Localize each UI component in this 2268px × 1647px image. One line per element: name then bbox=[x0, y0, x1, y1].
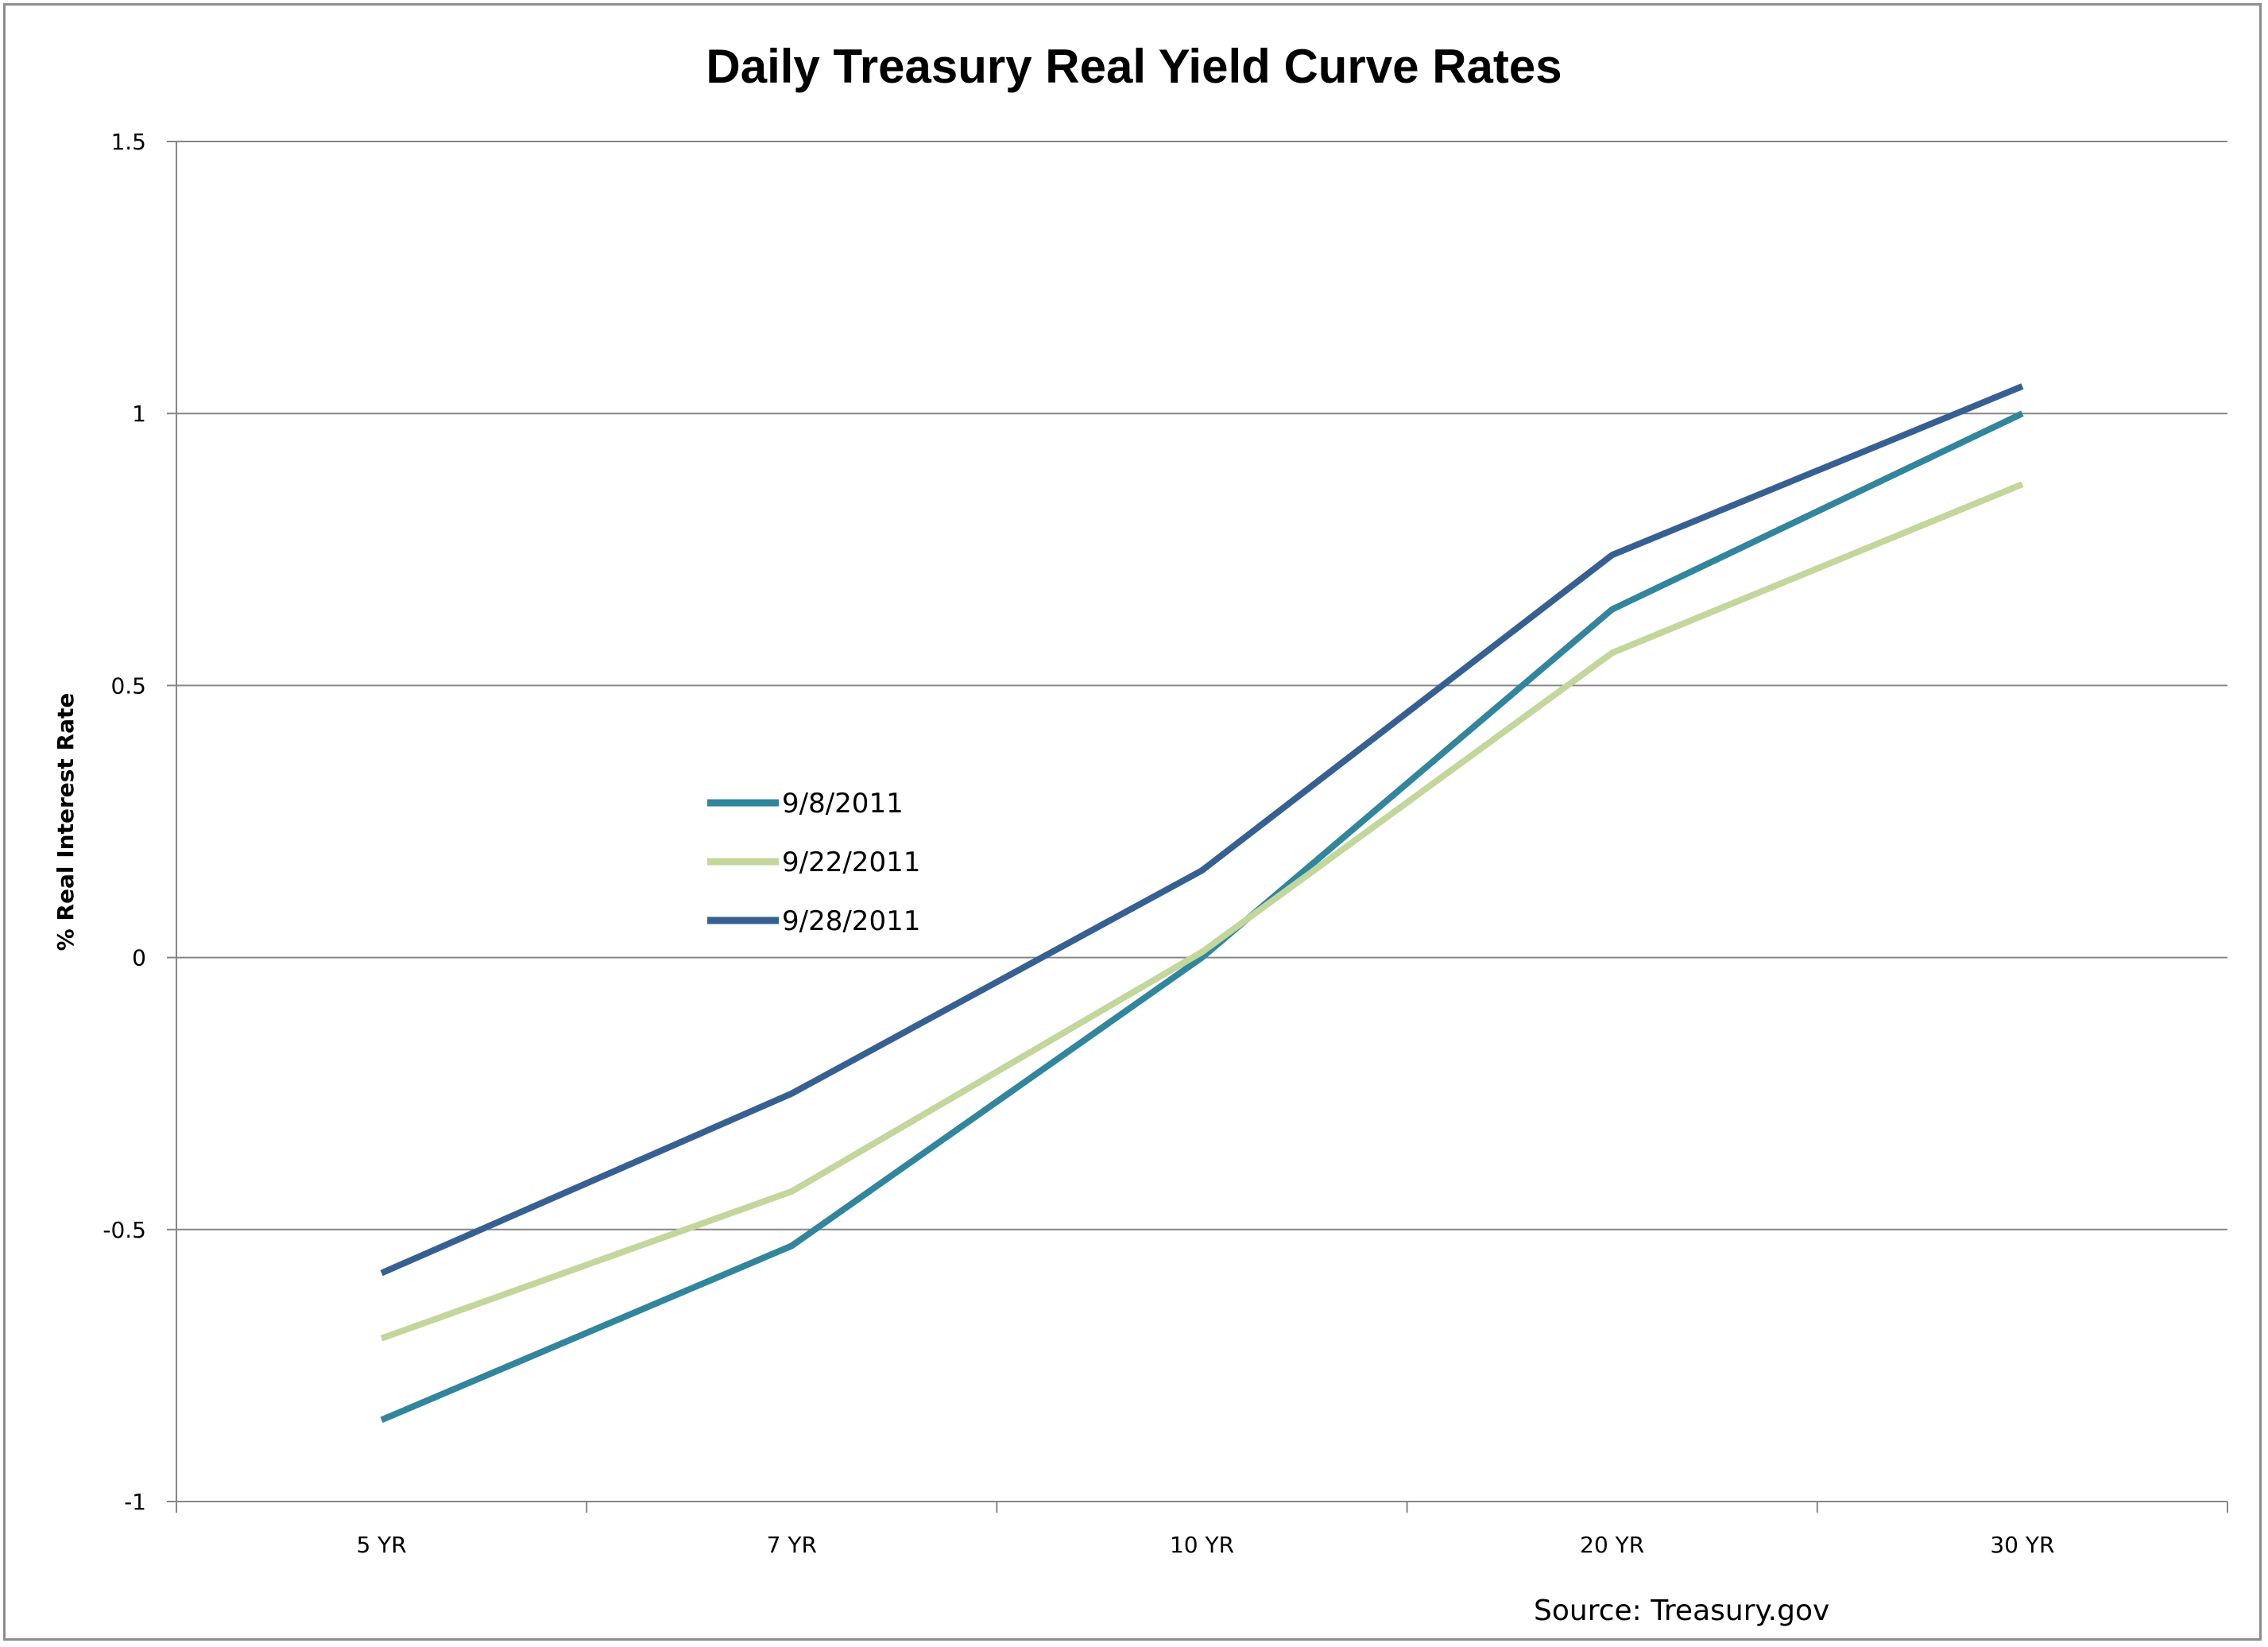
legend-label: 9/22/2011 bbox=[782, 847, 920, 878]
legend-label: 9/8/2011 bbox=[782, 788, 904, 820]
y-tick-label: 0 bbox=[132, 945, 146, 971]
source-annotation: Source: Treasury.gov bbox=[1534, 1595, 1829, 1627]
series-line-9-8-2011 bbox=[380, 410, 2024, 1424]
x-tick-label: 20 YR bbox=[1580, 1532, 1644, 1558]
chart-title: Daily Treasury Real Yield Curve Rates bbox=[706, 40, 1562, 93]
x-tick-label: 7 YR bbox=[767, 1532, 817, 1558]
series-line-9-22-2011 bbox=[380, 481, 2024, 1342]
series-line-9-28-2011 bbox=[380, 383, 2024, 1277]
x-tick-label: 30 YR bbox=[1990, 1532, 2054, 1558]
y-axis-label: % Real Interest Rate bbox=[52, 693, 79, 951]
y-tick-label: -1 bbox=[124, 1489, 146, 1515]
chart-frame bbox=[3, 3, 2262, 1641]
y-tick-label: -0.5 bbox=[103, 1217, 146, 1243]
x-tick-label: 5 YR bbox=[356, 1532, 406, 1558]
x-tick-label: 10 YR bbox=[1170, 1532, 1234, 1558]
y-tick-label: 1 bbox=[132, 401, 146, 427]
y-tick-label: 1.5 bbox=[110, 129, 146, 155]
y-tick-label: 0.5 bbox=[110, 672, 146, 699]
legend-label: 9/28/2011 bbox=[782, 905, 920, 937]
